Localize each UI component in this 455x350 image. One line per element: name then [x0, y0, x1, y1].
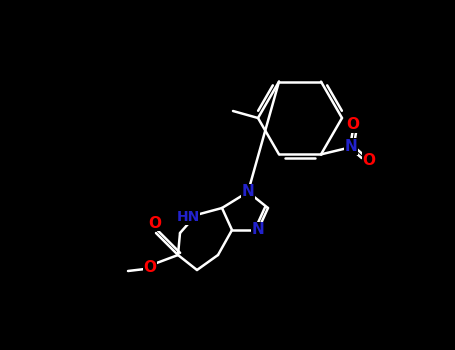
Text: N: N	[252, 223, 264, 238]
Text: O: O	[347, 117, 359, 132]
Text: HN: HN	[177, 210, 200, 224]
Text: N: N	[344, 139, 357, 154]
Text: O: O	[143, 259, 157, 274]
Text: O: O	[148, 216, 162, 231]
Text: N: N	[242, 184, 254, 200]
Text: O: O	[363, 153, 375, 168]
